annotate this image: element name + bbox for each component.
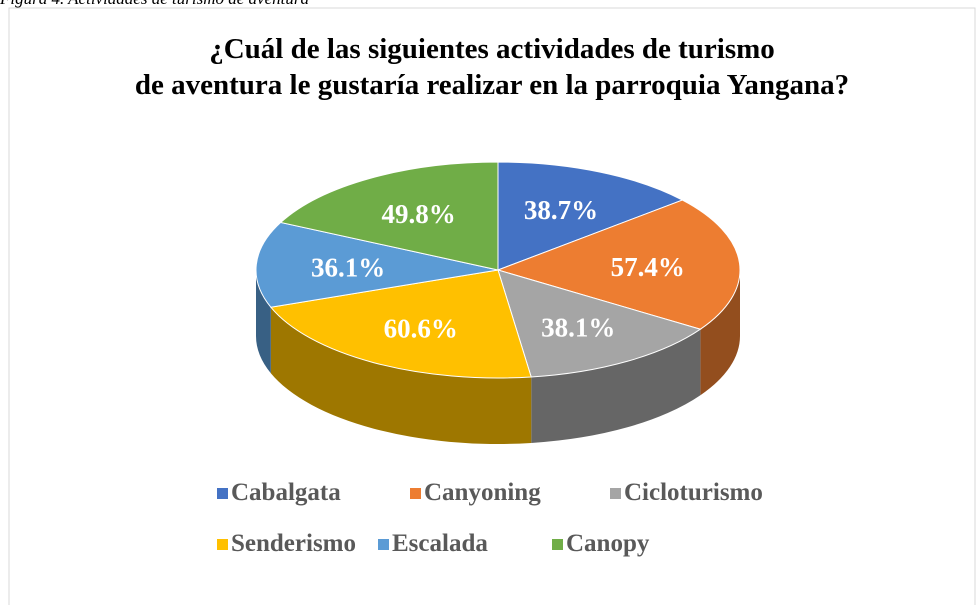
legend-swatch <box>610 488 621 499</box>
chart-title: ¿Cuál de las siguientes actividades de t… <box>135 33 849 101</box>
data-label: 60.6% <box>384 313 458 343</box>
legend-label: Senderismo <box>231 530 356 557</box>
legend-swatch <box>552 539 563 550</box>
data-label: 36.1% <box>311 253 385 283</box>
legend-swatch <box>217 539 228 550</box>
legend-swatch <box>217 488 228 499</box>
legend-label: Escalada <box>392 530 488 557</box>
legend-swatch <box>378 539 389 550</box>
legend-swatch <box>410 488 421 499</box>
data-label: 38.1% <box>541 313 615 343</box>
legend-label: Cabalgata <box>231 479 341 506</box>
slice <box>279 161 499 271</box>
slice <box>496 199 741 330</box>
slice <box>255 221 499 308</box>
data-label: 57.4% <box>611 252 685 282</box>
legend-label: Canyoning <box>424 479 541 506</box>
legend-label: Canopy <box>566 530 650 557</box>
data-label: 38.7% <box>524 195 598 225</box>
slice-side <box>256 270 271 374</box>
caption: Figura 4. Actividades de turismo de aven… <box>0 0 309 8</box>
slice <box>497 269 702 378</box>
slice <box>497 161 684 271</box>
legend-label: Cicloturismo <box>624 479 763 506</box>
data-label: 49.8% <box>382 199 456 229</box>
slice-side <box>531 329 701 443</box>
slice-side <box>270 307 532 444</box>
